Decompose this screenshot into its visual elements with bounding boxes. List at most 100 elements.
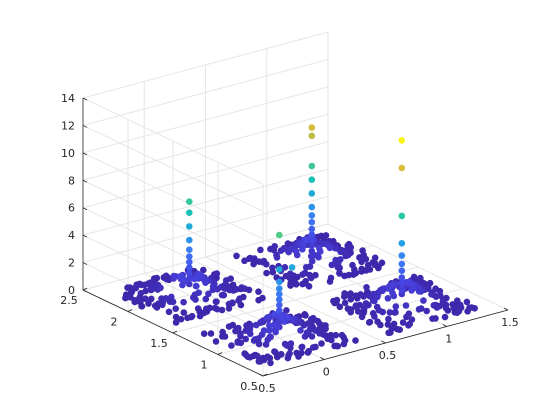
data-point — [192, 282, 200, 290]
grid-line — [82, 168, 329, 236]
z-tick-label: 2 — [68, 257, 75, 270]
data-point — [294, 273, 301, 281]
data-point — [308, 333, 316, 340]
data-point — [212, 338, 220, 345]
data-point — [276, 290, 283, 298]
data-point — [297, 327, 304, 334]
data-point — [302, 312, 309, 319]
data-point — [273, 254, 281, 261]
data-point — [384, 321, 392, 328]
data-point — [360, 293, 368, 300]
data-point — [266, 327, 273, 334]
data-point — [308, 124, 316, 131]
data-point — [288, 264, 296, 271]
data-point — [398, 279, 406, 287]
data-point — [352, 337, 359, 344]
data-point — [334, 342, 342, 350]
x-tick-label: 1 — [445, 333, 452, 346]
data-point — [322, 325, 329, 333]
data-point — [385, 285, 393, 292]
grid-line — [82, 97, 264, 185]
data-point — [390, 292, 398, 300]
data-point — [308, 132, 316, 140]
data-point — [153, 304, 161, 311]
data-point — [379, 287, 386, 295]
data-point — [358, 313, 366, 321]
data-point — [308, 176, 316, 183]
data-point — [417, 288, 425, 295]
grid-line — [82, 262, 264, 350]
data-point — [192, 296, 199, 303]
data-point — [207, 330, 215, 337]
y-tick — [262, 373, 268, 377]
data-point — [186, 209, 193, 216]
z-tick-label: 10 — [61, 147, 75, 160]
data-point — [138, 303, 146, 310]
data-point — [356, 301, 364, 309]
grid-line — [82, 86, 329, 154]
data-point — [317, 248, 324, 255]
data-point — [463, 298, 471, 306]
data-point — [202, 279, 209, 287]
grid-line — [172, 266, 419, 334]
data-point — [157, 284, 164, 292]
z-tick — [82, 207, 88, 211]
data-point — [417, 305, 425, 312]
data-point — [213, 305, 221, 313]
data-point — [336, 264, 344, 272]
x-tick — [381, 340, 386, 344]
data-point — [132, 284, 139, 291]
x-tick — [503, 307, 509, 311]
data-point — [186, 246, 193, 253]
data-point — [165, 308, 173, 316]
data-point — [159, 301, 166, 309]
data-point — [200, 330, 208, 338]
data-point — [255, 288, 262, 296]
data-point — [399, 319, 407, 326]
data-point — [195, 289, 202, 297]
data-point — [276, 285, 283, 292]
data-point — [250, 260, 257, 268]
z-tick — [82, 289, 88, 293]
grid-line — [82, 152, 264, 240]
data-point — [257, 246, 264, 254]
data-point — [336, 270, 343, 277]
z-tick-label: 6 — [68, 202, 75, 215]
data-point — [444, 307, 452, 314]
x-tick-label: 1.5 — [501, 316, 519, 329]
data-point — [332, 331, 340, 339]
data-point — [257, 358, 264, 365]
data-point — [122, 294, 129, 302]
data-point — [328, 336, 335, 344]
data-point — [186, 258, 193, 266]
y-tick — [217, 352, 223, 355]
data-point — [186, 223, 193, 230]
x-tick — [442, 324, 447, 327]
data-point — [233, 252, 240, 260]
data-point — [180, 298, 187, 306]
data-point — [408, 287, 415, 294]
data-point — [172, 313, 180, 321]
data-point — [213, 298, 220, 306]
data-point — [340, 293, 348, 300]
y-tick — [172, 330, 178, 334]
data-point — [432, 315, 439, 322]
data-point — [295, 353, 302, 360]
y-tick — [82, 287, 88, 291]
y-tick-label: 1.5 — [150, 337, 168, 350]
data-point — [276, 301, 283, 309]
data-point — [398, 252, 406, 259]
data-point — [273, 323, 281, 331]
data-point — [237, 332, 244, 340]
data-point — [276, 266, 283, 273]
z-tick-label: 8 — [68, 174, 75, 187]
data-point — [354, 295, 361, 302]
data-point — [405, 322, 412, 329]
data-point — [228, 342, 235, 349]
data-point — [392, 309, 399, 316]
x-tick — [320, 357, 325, 360]
grid-line — [82, 31, 329, 99]
data-point — [441, 313, 449, 321]
